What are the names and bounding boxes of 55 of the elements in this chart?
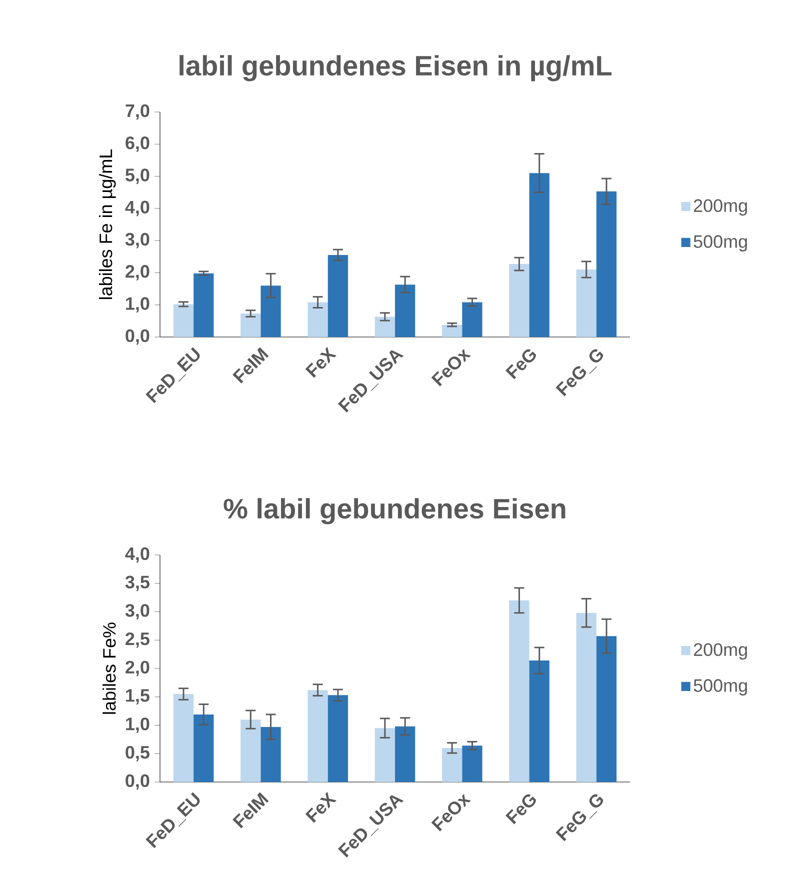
bar bbox=[240, 314, 261, 337]
bar bbox=[596, 636, 617, 782]
bar bbox=[240, 720, 261, 782]
bar bbox=[173, 304, 194, 337]
y-tick-label: 2,0 bbox=[126, 660, 150, 676]
bar bbox=[529, 660, 550, 782]
y-tick-label: 0,0 bbox=[126, 329, 150, 345]
bar bbox=[576, 612, 596, 782]
bar bbox=[509, 264, 530, 337]
bar bbox=[308, 690, 328, 782]
bar bbox=[194, 714, 214, 782]
chart-title: % labil gebundenes Eisen bbox=[224, 498, 566, 524]
bar bbox=[260, 286, 281, 337]
bar bbox=[462, 302, 482, 337]
bar bbox=[328, 695, 348, 782]
y-tick-label: 5,0 bbox=[125, 168, 150, 184]
y-tick-label: 3,0 bbox=[125, 232, 150, 248]
y-tick-label: 4,0 bbox=[125, 200, 150, 216]
legend-label: 200mg bbox=[694, 199, 747, 216]
y-tick-label: 1,0 bbox=[126, 718, 150, 733]
y-tick-label: 6,0 bbox=[126, 136, 150, 152]
bar bbox=[442, 324, 462, 337]
bar bbox=[509, 600, 530, 782]
bar bbox=[328, 255, 348, 337]
bar bbox=[194, 273, 214, 337]
y-axis-title: labiles Fe% bbox=[102, 622, 116, 714]
y-tick-label: 0,0 bbox=[126, 774, 150, 790]
bar bbox=[394, 284, 416, 337]
bar bbox=[576, 270, 596, 337]
y-tick-label: 1,5 bbox=[126, 689, 150, 704]
y-axis-title: labiles Fe in µg/mL bbox=[98, 149, 116, 300]
chart-title: labil gebundenes Eisen in µg/mL bbox=[180, 55, 612, 82]
legend-label: 500mg bbox=[694, 679, 747, 696]
bar bbox=[462, 746, 482, 782]
bar bbox=[442, 748, 462, 782]
bar bbox=[374, 728, 395, 782]
bar bbox=[260, 726, 281, 782]
bar bbox=[529, 173, 550, 337]
bar bbox=[596, 191, 617, 337]
y-tick-label: 3,0 bbox=[125, 604, 150, 620]
x-tick-label: FeG bbox=[506, 349, 536, 380]
bar bbox=[374, 316, 395, 337]
y-tick-label: 1,0 bbox=[126, 297, 150, 313]
legend-label: 200mg bbox=[694, 643, 747, 660]
y-tick-label: 3,5 bbox=[125, 576, 150, 592]
bar bbox=[173, 694, 194, 782]
bar bbox=[308, 302, 328, 337]
bar bbox=[394, 726, 416, 782]
y-tick-label: 2,0 bbox=[126, 265, 150, 280]
y-tick-label: 0,5 bbox=[126, 746, 150, 762]
legend-label: 500mg bbox=[694, 235, 747, 252]
x-tick-label: FeG bbox=[506, 794, 536, 824]
y-tick-label: 7,0 bbox=[126, 104, 150, 120]
y-tick-label: 2,5 bbox=[126, 632, 150, 648]
y-tick-label: 4,0 bbox=[125, 547, 150, 563]
